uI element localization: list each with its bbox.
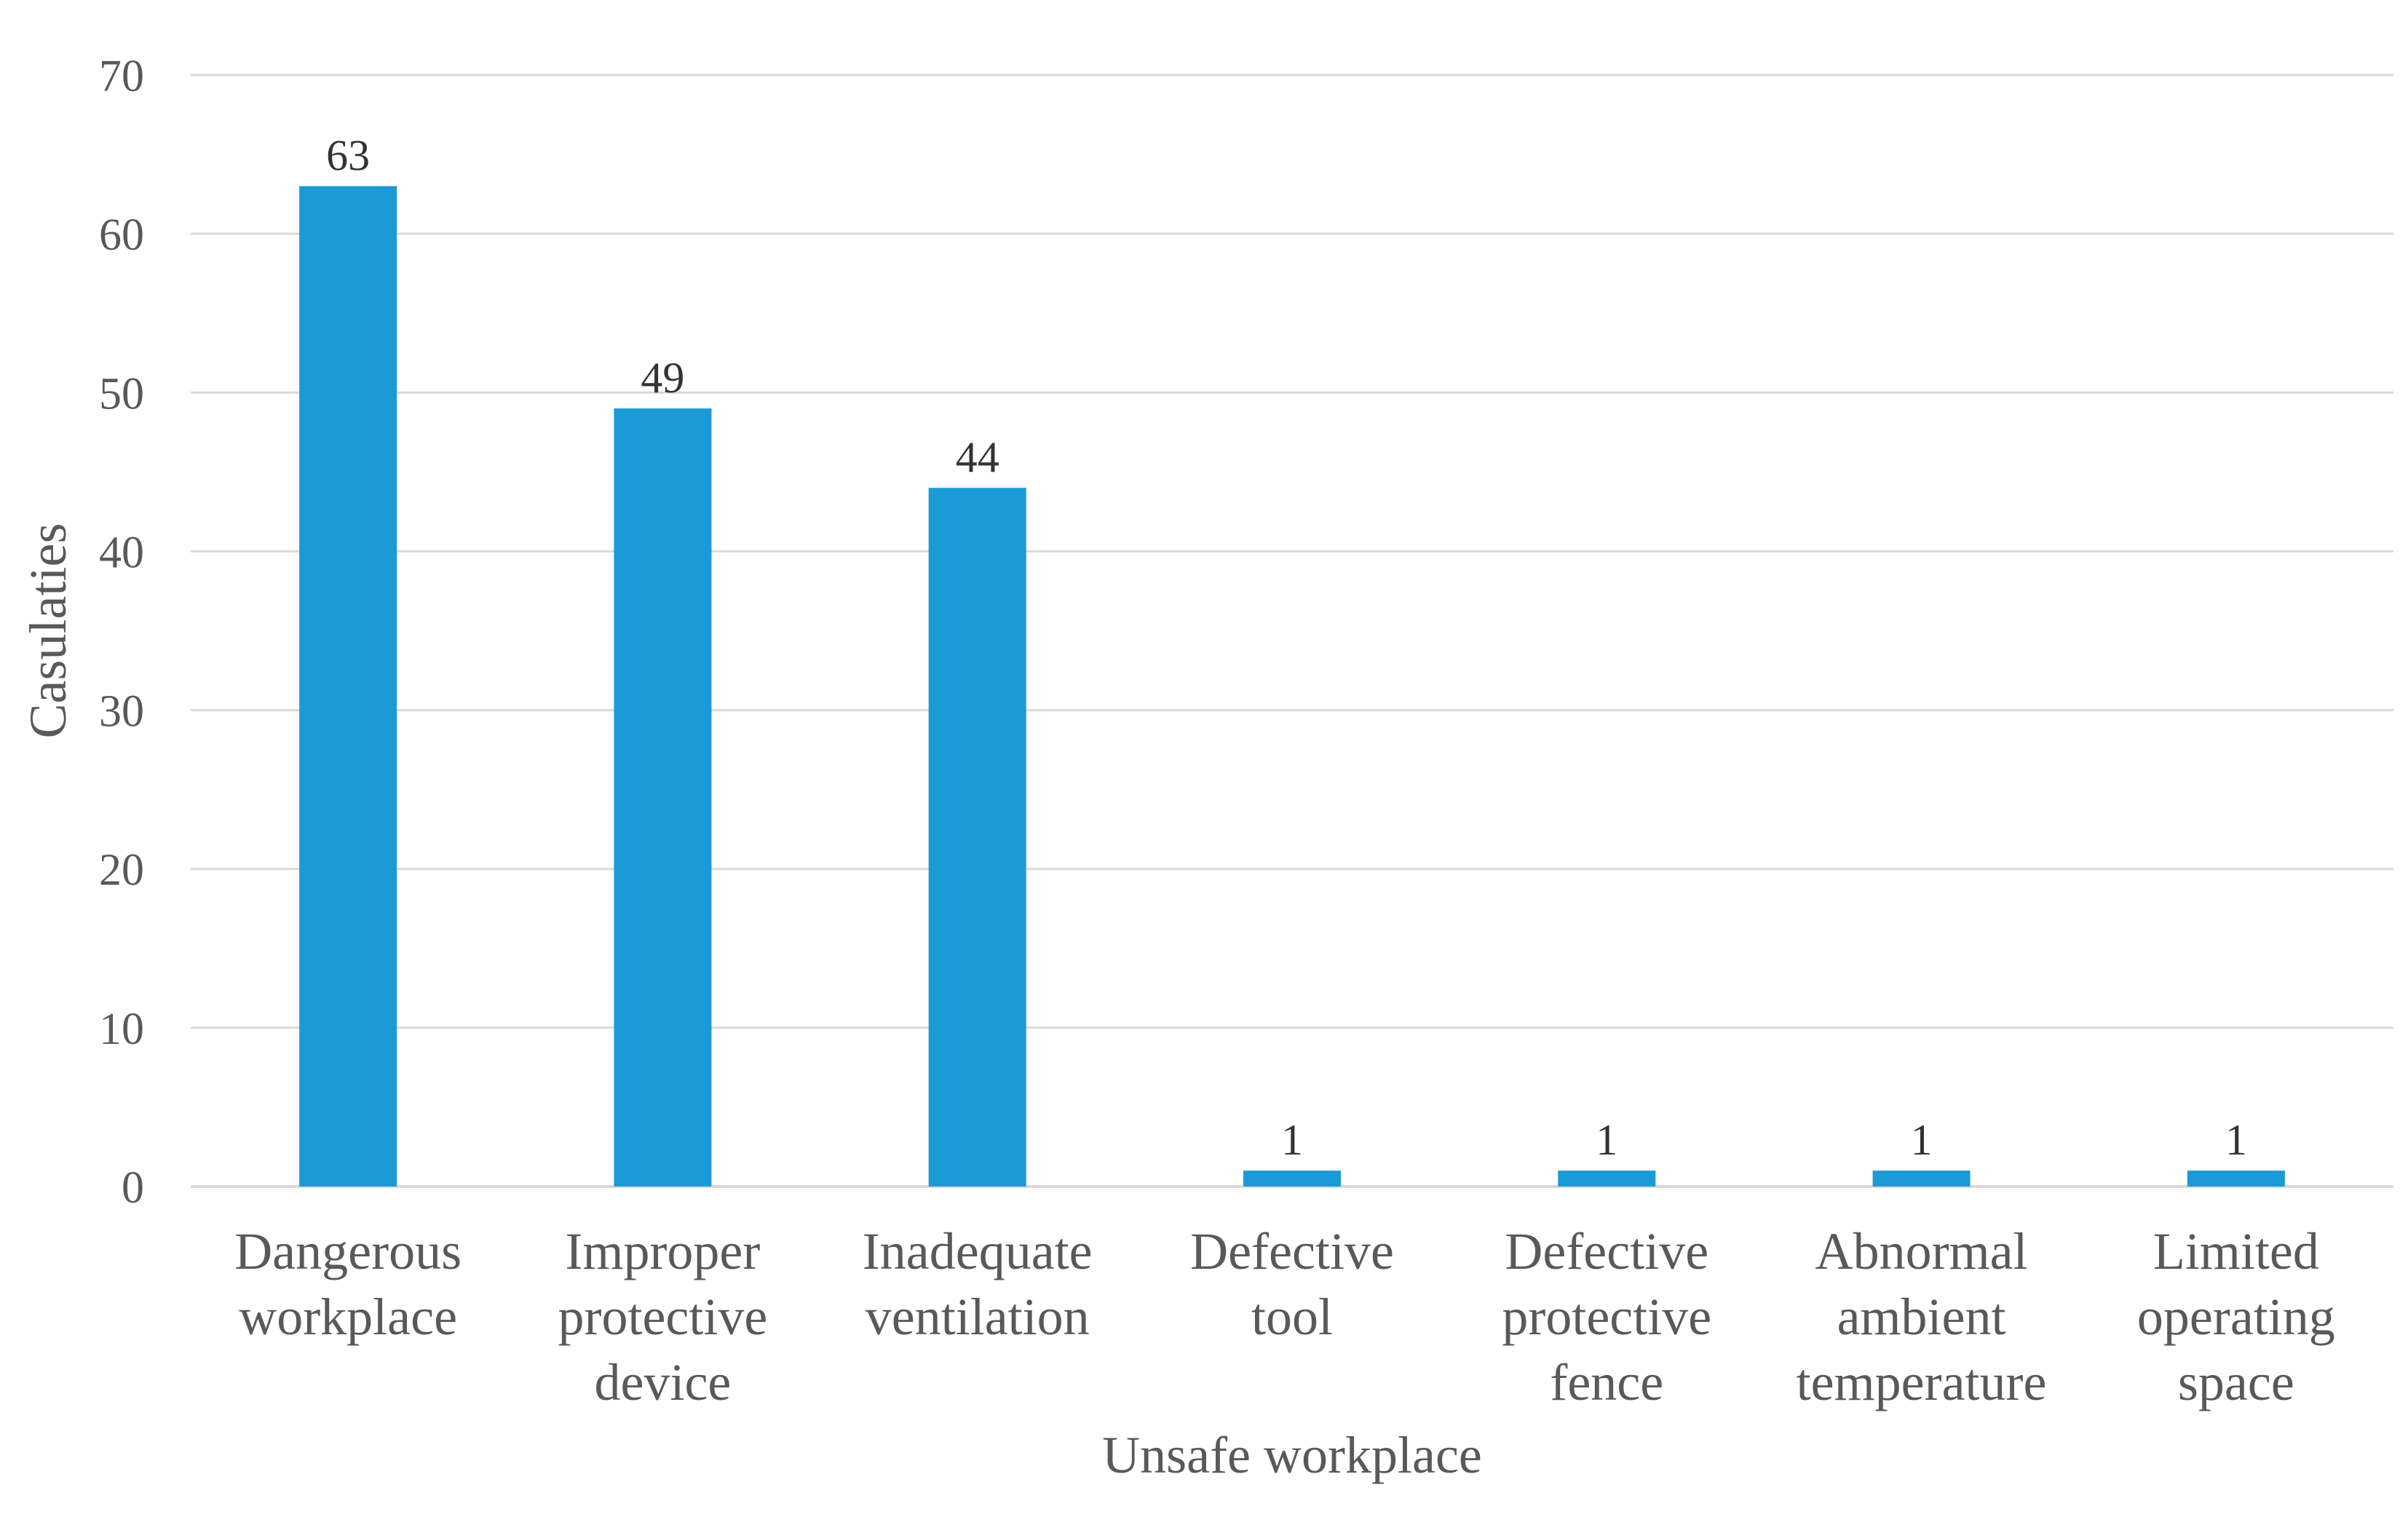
- y-axis-title: Casulaties: [19, 523, 77, 739]
- data-label-2: 44: [956, 433, 999, 481]
- data-label-1: 49: [641, 354, 684, 402]
- x-category-label-2: Inadequate ventilation: [863, 1222, 1093, 1346]
- data-label-4: 1: [1596, 1116, 1617, 1164]
- bar-0: [299, 186, 397, 1187]
- x-category-label-5: Abnormal ambient temperature: [1797, 1222, 2047, 1411]
- y-tick-label-40: 40: [99, 528, 144, 577]
- x-axis-category-labels: Dangerous workplace Improper protective devi…: [234, 1222, 2335, 1411]
- y-tick-label-10: 10: [99, 1005, 144, 1054]
- x-axis-title: Unsafe workplace: [1102, 1426, 1482, 1484]
- y-tick-label-30: 30: [99, 687, 144, 737]
- x-category-label-1: Improper protective device: [558, 1222, 767, 1411]
- x-category-label-0: Dangerous workplace: [234, 1222, 462, 1346]
- bar-6: [2187, 1171, 2285, 1187]
- data-label-3: 1: [1281, 1116, 1303, 1164]
- gridlines: [191, 74, 2393, 1188]
- y-tick-label-50: 50: [99, 369, 144, 419]
- data-labels: 63 49 44 1 1 1 1: [326, 132, 2247, 1164]
- bar-2: [928, 488, 1026, 1187]
- bars: [299, 186, 2285, 1187]
- data-label-0: 63: [326, 132, 370, 180]
- y-axis-ticks: 0 10 20 30 40 50 60 70: [99, 52, 144, 1213]
- y-tick-label-70: 70: [99, 52, 144, 101]
- data-label-6: 1: [2225, 1116, 2247, 1164]
- bar-4: [1558, 1171, 1656, 1187]
- y-tick-label-20: 20: [99, 846, 144, 895]
- x-category-label-4: Defective protective fence: [1502, 1222, 1711, 1411]
- x-category-label-3: Defective tool: [1190, 1222, 1394, 1346]
- bar-3: [1243, 1171, 1341, 1187]
- y-tick-label-60: 60: [99, 210, 144, 260]
- data-label-5: 1: [1911, 1116, 1933, 1164]
- bar-1: [614, 408, 712, 1187]
- bar-5: [1872, 1171, 1971, 1187]
- x-category-label-6: Limited operating space: [2137, 1222, 2335, 1411]
- y-tick-label-0: 0: [122, 1163, 144, 1213]
